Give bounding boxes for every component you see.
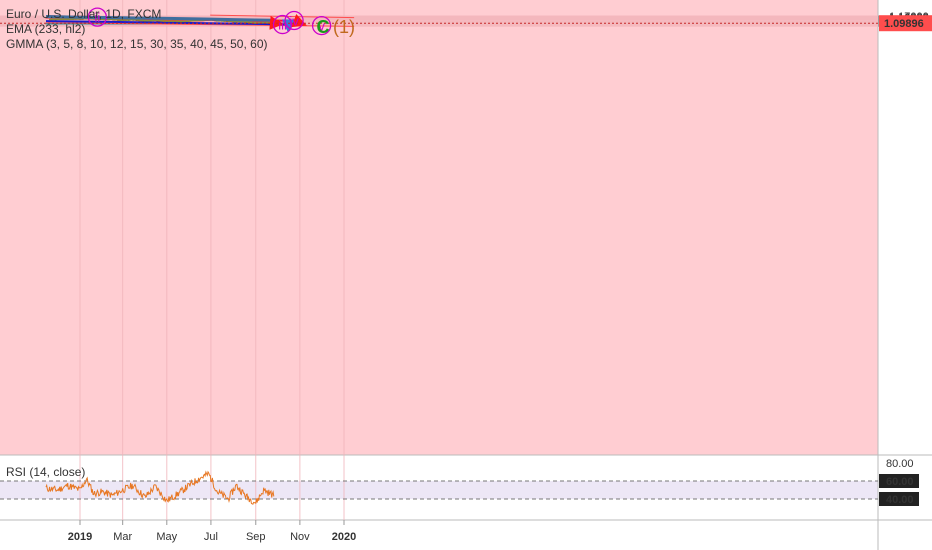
wave-label-circle — [311, 15, 332, 36]
candle-body — [50, 19, 52, 21]
legend-gmma: GMMA (3, 5, 8, 10, 12, 15, 30, 35, 40, 4… — [6, 37, 268, 51]
x-tick-label: Sep — [246, 531, 266, 543]
wave-label: v — [318, 19, 325, 34]
wave-label: iii — [278, 18, 287, 33]
x-tick-label: 2020 — [332, 531, 356, 543]
candle-body — [107, 19, 109, 21]
x-tick-label: Nov — [290, 531, 310, 543]
candle-body — [106, 19, 109, 21]
rsi-legend: RSI (14, close) — [6, 465, 86, 479]
wave-label: C — [317, 17, 330, 37]
candle-body — [137, 20, 140, 22]
candle-body — [158, 20, 160, 22]
candle-body — [162, 21, 164, 23]
rsi-tick-box — [879, 474, 919, 488]
candle-body — [113, 19, 115, 21]
wave-label-circle — [272, 14, 293, 35]
current-price-label: 1.09896 — [884, 18, 924, 30]
candle-body — [55, 19, 57, 21]
lower-channel-line — [45, 20, 288, 26]
candle-body — [180, 21, 182, 23]
candle-body — [82, 19, 84, 20]
candle-body — [156, 20, 158, 22]
rsi-tick-label: 80.00 — [886, 458, 914, 470]
chart-legend: Euro / U.S. Dollar, 1D, FXCM EMA (233, h… — [6, 7, 268, 52]
price-pane-background — [0, 0, 878, 455]
candle-body — [178, 21, 180, 23]
wave-label-circle — [87, 7, 108, 27]
candle-body — [103, 19, 105, 21]
candle-body — [135, 20, 138, 21]
x-tick-label: May — [156, 531, 177, 543]
wave-label-circle — [284, 10, 304, 31]
legend-ema: EMA (233, hl2) — [6, 22, 86, 36]
candle-body — [177, 21, 179, 23]
x-tick-label: Mar — [113, 531, 132, 543]
candle-body — [216, 20, 218, 22]
candle-body — [215, 20, 217, 22]
wave-label: (1) — [333, 17, 355, 37]
ema-233-line — [45, 15, 274, 22]
current-price-tag — [879, 15, 932, 32]
candle-body — [54, 19, 57, 21]
candle-body — [103, 19, 106, 21]
candle-body — [138, 20, 140, 22]
candle-body — [245, 22, 247, 23]
rsi-band — [0, 481, 878, 499]
candle-body — [179, 21, 181, 23]
wave-label: iv — [289, 14, 299, 29]
wave-label: ii — [94, 10, 100, 25]
candle-body — [213, 20, 216, 22]
x-tick-label: 2019 — [68, 531, 92, 543]
rsi-tick-label: 60.00 — [886, 476, 914, 488]
rsi-line — [45, 470, 275, 505]
rsi-tick-box — [879, 492, 919, 506]
x-tick-label: Jul — [204, 531, 218, 543]
legend-title: Euro / U.S. Dollar, 1D, FXCM — [6, 7, 162, 21]
candle-body — [163, 21, 165, 23]
rsi-tick-label: 40.00 — [886, 494, 914, 506]
